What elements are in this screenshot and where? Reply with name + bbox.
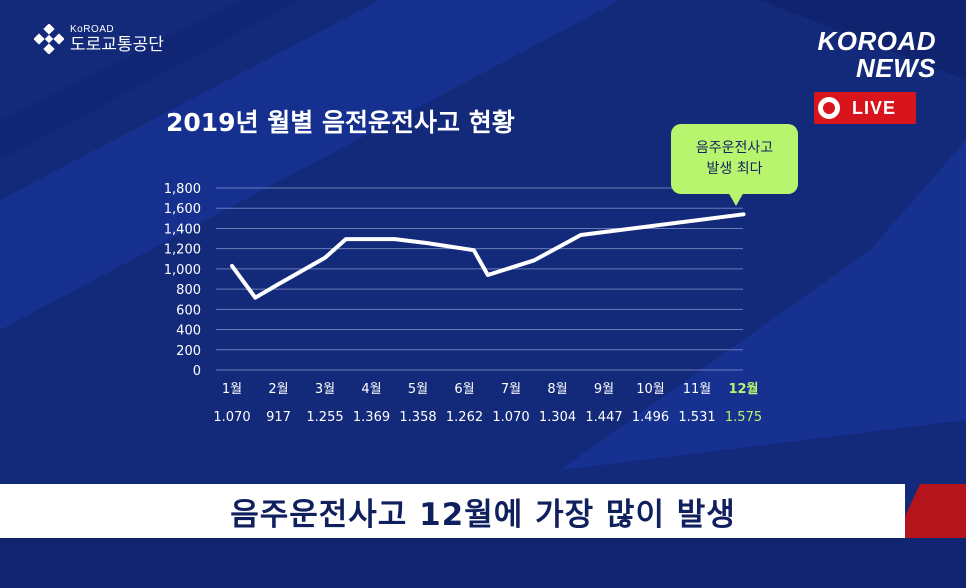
x-tick-label: 5월 [408, 382, 428, 397]
data-label: 1.369 [353, 410, 390, 425]
value-labels: 1.070 917 1.255 1.369 1.358 1.262 1.070 1.304 1.… [213, 410, 762, 425]
y-tick-label: 200 [176, 344, 201, 359]
data-label: 917 [266, 410, 291, 425]
x-tick-label: 10월 [636, 382, 665, 397]
news-line-1: KOROAD [817, 26, 936, 56]
y-tick-label: 1,200 [164, 243, 201, 258]
data-label: 1.358 [399, 410, 436, 425]
data-label: 1.304 [539, 410, 576, 425]
data-label: 1.262 [446, 410, 483, 425]
x-tick-label: 2월 [268, 382, 288, 397]
logo-english: KoROAD [70, 23, 115, 35]
y-tick-label: 1,000 [164, 263, 201, 278]
x-tick-label: 4월 [361, 382, 381, 397]
callout-pointer [728, 192, 744, 206]
y-axis: 1,800 1,600 1,400 1,200 1,000 800 600 400 200 0 [164, 182, 201, 379]
series [230, 212, 746, 300]
x-tick-label: 3월 [315, 382, 335, 397]
live-record-icon [818, 97, 840, 119]
headline-banner: 음주운전사고 12월에 가장 많이 발생 [0, 484, 966, 538]
x-tick-label: 1월 [222, 382, 242, 397]
banner-accent [895, 484, 966, 538]
koroad-logo-icon [34, 24, 64, 54]
y-tick-label: 400 [176, 324, 201, 339]
data-label: 1.070 [213, 410, 250, 425]
live-label: LIVE [852, 97, 897, 118]
x-tick-label: 9월 [594, 382, 614, 397]
x-tick-label: 12월 [728, 381, 758, 397]
x-tick-label: 11월 [683, 382, 712, 397]
koroad-logo: KoROAD 도로교통공단 [34, 24, 164, 54]
y-tick-label: 600 [176, 303, 201, 318]
callout-line-2: 발생 최다 [706, 161, 763, 177]
data-label: 1.531 [678, 410, 715, 425]
headline-text: 음주운전사고 12월에 가장 많이 발생 [230, 496, 736, 533]
chart-title: 2019년 월별 음전운전사고 현황 [166, 108, 515, 137]
y-tick-label: 0 [193, 364, 201, 379]
data-label: 1.447 [585, 410, 622, 425]
data-label: 1.255 [306, 410, 343, 425]
series-line [230, 212, 746, 300]
y-tick-label: 1,400 [164, 222, 201, 237]
chart-grid [216, 187, 743, 371]
news-line-2: NEWS [856, 53, 936, 83]
logo-korean: 도로교통공단 [70, 34, 164, 55]
news-wordmark: KOROAD NEWS [817, 28, 936, 82]
y-tick-label: 1,800 [164, 182, 201, 197]
data-label: 1.070 [492, 410, 529, 425]
x-tick-label: 8월 [547, 382, 567, 397]
x-tick-label: 7월 [501, 382, 521, 397]
y-tick-label: 1,600 [164, 202, 201, 217]
y-tick-label: 800 [176, 283, 201, 298]
x-axis: 1월 2월 3월 4월 5월 6월 7월 8월 9월 10월 11월 12월 [222, 381, 759, 397]
data-label: 1.496 [632, 410, 669, 425]
x-tick-label: 6월 [454, 382, 474, 397]
callout-line-1: 음주운전사고 [695, 140, 774, 156]
banner-background [0, 484, 905, 538]
live-badge: LIVE [814, 92, 916, 124]
peak-callout: 음주운전사고 발생 최다 [671, 124, 798, 194]
data-label: 1.575 [725, 410, 762, 425]
